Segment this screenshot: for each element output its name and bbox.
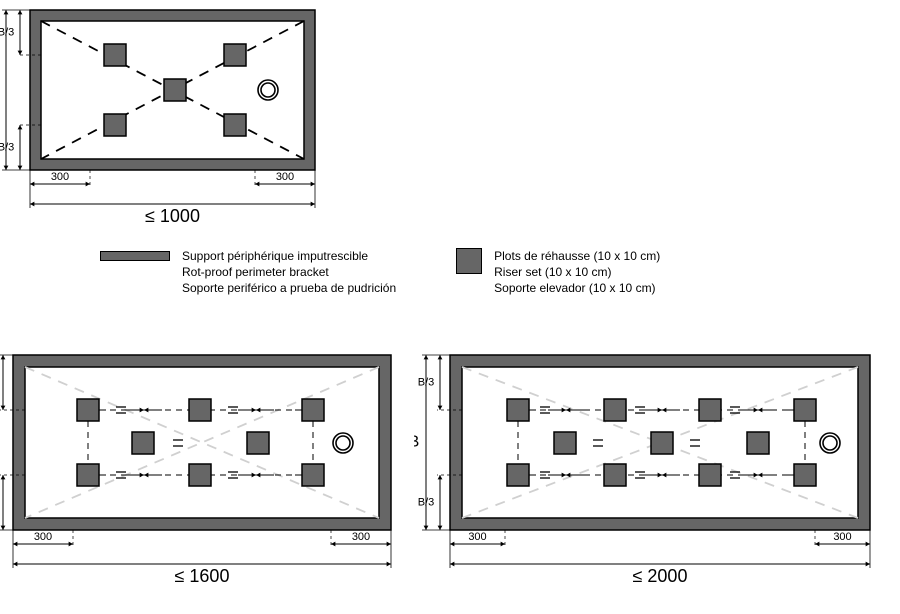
riser-label-es: Soporte elevador (10 x 10 cm) bbox=[494, 280, 660, 296]
riser bbox=[604, 464, 626, 486]
riser bbox=[77, 464, 99, 486]
legend-riser: Plots de réhausse (10 x 10 cm) Riser set… bbox=[456, 248, 660, 297]
dim-B3-bot: B/3 bbox=[418, 496, 435, 508]
dim-B3-top: B/3 bbox=[418, 376, 435, 388]
riser bbox=[104, 114, 126, 136]
riser bbox=[77, 399, 99, 421]
riser bbox=[104, 44, 126, 66]
bracket-icon bbox=[100, 251, 170, 261]
riser bbox=[651, 432, 673, 454]
dim-B3-bot: B/3 bbox=[0, 141, 14, 153]
riser-label-en: Riser set (10 x 10 cm) bbox=[494, 264, 660, 280]
legend-bracket: Support périphérique imputrescible Rot-p… bbox=[100, 248, 396, 297]
dim-overall: ≤ 1000 bbox=[145, 206, 200, 225]
riser bbox=[554, 432, 576, 454]
riser bbox=[189, 399, 211, 421]
bracket-label-fr: Support périphérique imputrescible bbox=[182, 248, 396, 264]
dim-300-right: 300 bbox=[352, 531, 370, 543]
riser bbox=[224, 114, 246, 136]
riser bbox=[699, 464, 721, 486]
dim-300-right: 300 bbox=[276, 171, 294, 183]
riser bbox=[794, 399, 816, 421]
diagram-d2000: B B/3 B/3 300 300 ≤ 2000 bbox=[414, 349, 876, 585]
riser bbox=[604, 399, 626, 421]
bracket-labels: Support périphérique imputrescible Rot-p… bbox=[182, 248, 396, 297]
riser-labels: Plots de réhausse (10 x 10 cm) Riser set… bbox=[494, 248, 660, 297]
riser bbox=[302, 399, 324, 421]
riser bbox=[699, 399, 721, 421]
bracket-label-es: Soporte periférico a prueba de pudrición bbox=[182, 280, 396, 296]
dim-overall: ≤ 2000 bbox=[633, 566, 688, 585]
riser-label-fr: Plots de réhausse (10 x 10 cm) bbox=[494, 248, 660, 264]
riser bbox=[302, 464, 324, 486]
riser bbox=[132, 432, 154, 454]
dim-overall: ≤ 1600 bbox=[175, 566, 230, 585]
diagram-d1000: BB/3B/3300300≤ 1000 bbox=[0, 4, 321, 225]
bracket-label-en: Rot-proof perimeter bracket bbox=[182, 264, 396, 280]
dim-B3-top: B/3 bbox=[0, 26, 14, 38]
riser bbox=[507, 464, 529, 486]
diagram-d1600: BB/3B/3300300≤ 1600 bbox=[0, 349, 397, 585]
riser bbox=[747, 432, 769, 454]
dim-300-right: 300 bbox=[833, 531, 851, 543]
riser bbox=[164, 79, 186, 101]
riser bbox=[189, 464, 211, 486]
riser bbox=[247, 432, 269, 454]
riser bbox=[224, 44, 246, 66]
dim-300-left: 300 bbox=[51, 171, 69, 183]
riser-icon bbox=[456, 248, 482, 274]
riser bbox=[794, 464, 816, 486]
dim-300-left: 300 bbox=[468, 531, 486, 543]
dim-300-left: 300 bbox=[34, 531, 52, 543]
legend: Support périphérique imputrescible Rot-p… bbox=[100, 248, 660, 297]
dim-B: B bbox=[414, 434, 419, 451]
riser bbox=[507, 399, 529, 421]
